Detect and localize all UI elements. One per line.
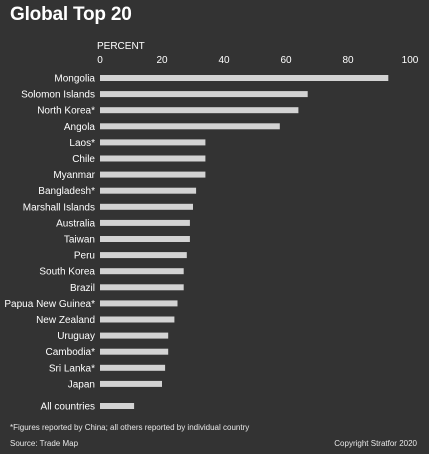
bar — [100, 236, 190, 242]
bar — [100, 139, 206, 146]
chart-title: Global Top 20 — [10, 4, 132, 25]
bar — [100, 364, 166, 371]
category-label: South Korea — [39, 267, 95, 278]
bar — [100, 403, 135, 409]
source-note: Source: Trade Map — [10, 439, 79, 448]
footnote: *Figures reported by China; all others r… — [10, 423, 250, 432]
category-label: Sri Lanka* — [49, 363, 95, 374]
category-label: Chile — [72, 154, 95, 165]
category-label: Angola — [64, 122, 96, 133]
bar — [100, 123, 280, 130]
category-label: Papua New Guinea* — [4, 299, 95, 310]
category-label: Australia — [56, 218, 95, 229]
category-label: Brazil — [70, 283, 95, 294]
bar — [100, 107, 299, 114]
bar — [100, 91, 308, 98]
copyright-note: Copyright Stratfor 2020 — [334, 439, 417, 448]
category-label: Peru — [74, 251, 95, 262]
bar — [100, 155, 206, 162]
tick-label: 20 — [156, 55, 168, 66]
category-label: New Zealand — [36, 315, 95, 326]
bar — [100, 380, 162, 387]
tick-label: 80 — [342, 55, 354, 66]
tick-label: 100 — [402, 55, 419, 66]
category-label: Taiwan — [64, 235, 95, 246]
category-label: Laos* — [69, 138, 95, 149]
bar — [100, 300, 178, 307]
tick-label: 0 — [97, 55, 103, 66]
bar — [100, 171, 206, 178]
category-label: Myanmar — [53, 170, 95, 181]
tick-label: 60 — [280, 55, 292, 66]
category-label: Mongolia — [54, 74, 95, 85]
category-label: Uruguay — [57, 331, 95, 342]
category-label: Cambodia* — [46, 347, 96, 358]
bar — [100, 348, 169, 355]
category-label: All countries — [41, 402, 95, 413]
bar — [100, 316, 175, 323]
category-label: North Korea* — [37, 106, 95, 117]
bar — [100, 268, 184, 275]
category-label: Bangladesh* — [38, 186, 95, 197]
category-label: Marshall Islands — [23, 202, 95, 213]
category-label: Solomon Islands — [21, 90, 95, 101]
bar — [100, 219, 190, 226]
bar — [100, 203, 193, 210]
bar — [100, 75, 389, 81]
bar — [100, 187, 197, 194]
bar — [100, 284, 184, 291]
tick-label: 40 — [218, 55, 230, 66]
bar — [100, 332, 169, 339]
bar — [100, 252, 187, 259]
category-label: Japan — [68, 379, 95, 390]
axis-title: PERCENT — [97, 41, 145, 52]
